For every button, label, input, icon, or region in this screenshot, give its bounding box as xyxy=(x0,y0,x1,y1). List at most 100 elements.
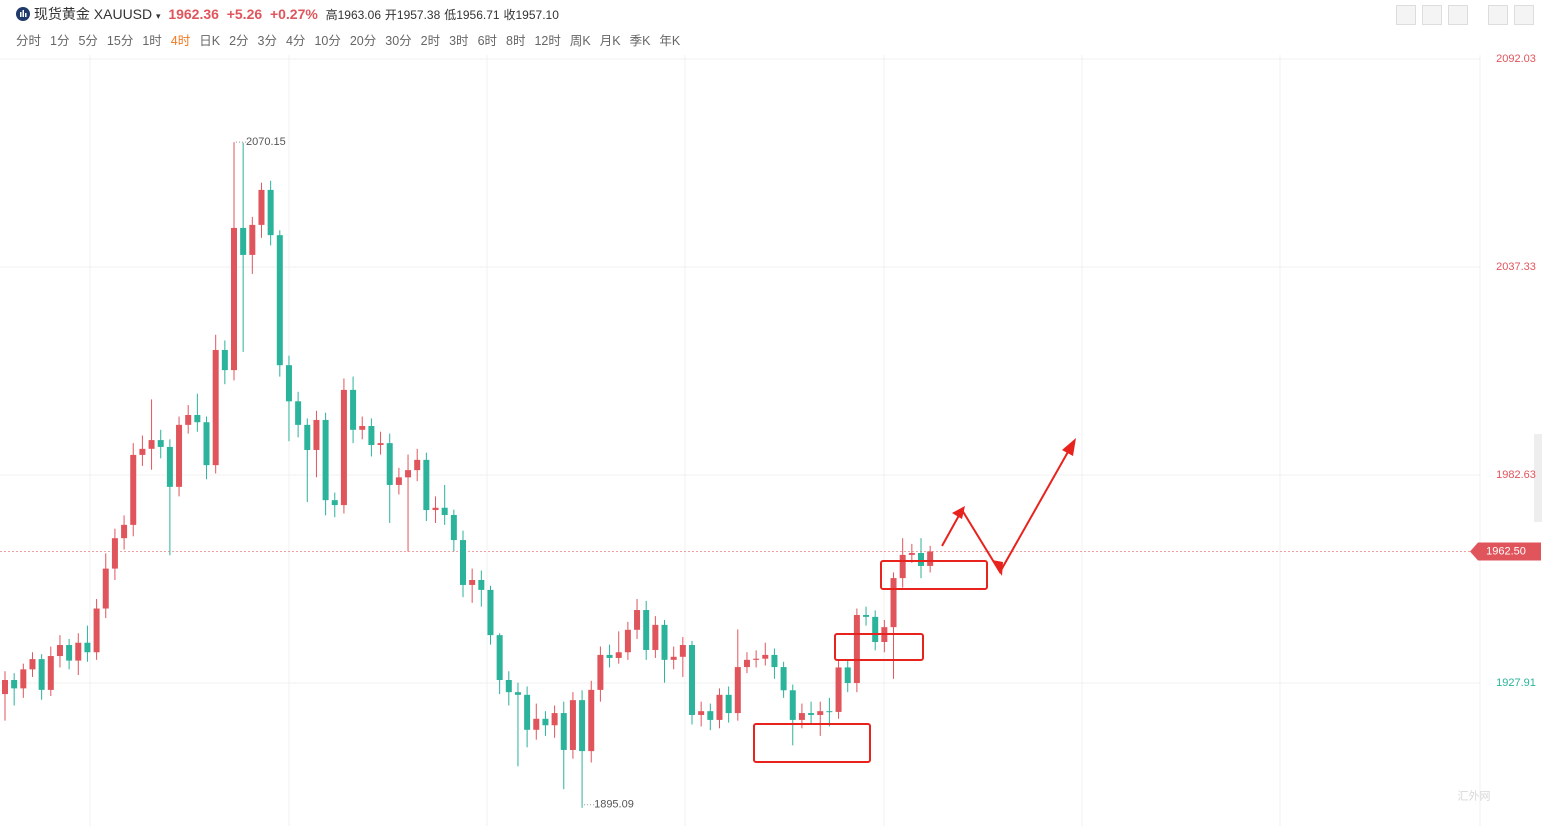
change-pct: +0.27% xyxy=(269,6,318,22)
candle-body xyxy=(652,624,659,650)
candle-body xyxy=(203,422,210,466)
candle-body xyxy=(615,652,622,658)
candle-body xyxy=(221,349,228,371)
candle-body xyxy=(743,659,750,668)
interval-tab[interactable]: 15分 xyxy=(106,34,134,48)
candle-body xyxy=(771,654,778,668)
candle-body xyxy=(185,414,192,425)
candle-body xyxy=(725,694,732,714)
candle-body xyxy=(808,713,815,715)
interval-tab[interactable]: 6时 xyxy=(477,34,498,48)
candle-body xyxy=(405,470,412,478)
interval-tab[interactable]: 分时 xyxy=(16,34,42,48)
candle-body xyxy=(267,189,274,236)
candle-body xyxy=(395,477,402,485)
candle-body xyxy=(588,689,595,752)
candle-body xyxy=(331,500,338,506)
candle-body xyxy=(414,459,421,471)
interval-tab[interactable]: 8时 xyxy=(506,34,526,48)
annotation-arrow xyxy=(941,442,1074,574)
candle-body xyxy=(762,654,769,659)
candle-body xyxy=(460,540,466,585)
vertical-grid xyxy=(89,55,1481,826)
candle-body xyxy=(606,654,613,658)
value: 1957.10 xyxy=(515,8,559,22)
quote-bar: 现货黄金 XAUUSD ▾ 1962.36 +5.26 +0.27% 高1963… xyxy=(16,4,559,24)
candle-body xyxy=(377,443,384,446)
candle-body xyxy=(121,524,128,539)
interval-tab[interactable]: 4分 xyxy=(285,34,306,48)
candle-body xyxy=(551,713,558,726)
interval-tab[interactable]: 3时 xyxy=(449,34,469,48)
candle-body xyxy=(11,679,18,689)
min-label: 1895.09 xyxy=(594,799,634,811)
annotation-box xyxy=(834,633,924,661)
candle-body xyxy=(166,446,173,487)
tool-button[interactable] xyxy=(1421,5,1442,25)
candle-body xyxy=(47,656,54,690)
interval-tab[interactable]: 3分 xyxy=(257,34,277,48)
candle-body xyxy=(350,389,357,430)
interval-tab[interactable]: 4时 xyxy=(170,34,191,48)
interval-tab[interactable]: 季K xyxy=(629,34,651,48)
interval-tab[interactable]: 月K xyxy=(599,34,621,48)
candle-body xyxy=(176,424,183,487)
candle-body xyxy=(111,538,118,569)
candle-body xyxy=(908,553,915,555)
candle-body xyxy=(844,667,851,684)
candle-body xyxy=(918,553,924,566)
annotation-box xyxy=(753,723,871,763)
price-tag-label: 1962.50 xyxy=(1486,545,1526,557)
tool-button[interactable] xyxy=(1488,5,1508,25)
candle-body xyxy=(643,610,650,650)
candle-body xyxy=(514,692,521,695)
candle-body xyxy=(340,389,347,506)
interval-tab[interactable]: 周K xyxy=(569,34,591,48)
scrollbar[interactable] xyxy=(1534,434,1542,522)
candle-body xyxy=(313,419,320,450)
interval-tab[interactable]: 10分 xyxy=(314,34,341,48)
interval-tab[interactable]: 年K xyxy=(659,34,681,48)
candle-body xyxy=(386,443,393,485)
interval-tab[interactable]: 日K xyxy=(199,34,221,48)
y-tick-label: 1927.91 xyxy=(1496,677,1536,689)
price: 1962.36 xyxy=(168,6,219,22)
candle-body xyxy=(322,419,329,501)
candle-body xyxy=(258,189,265,225)
candle-body xyxy=(359,426,366,430)
candle-body xyxy=(670,656,677,660)
candle-body xyxy=(157,440,164,447)
candle-body xyxy=(634,610,641,630)
tool-button[interactable] xyxy=(1514,5,1534,25)
interval-tab[interactable]: 1时 xyxy=(142,34,162,48)
candle-body xyxy=(93,608,100,653)
interval-tab[interactable]: 12时 xyxy=(534,34,561,48)
interval-tab[interactable]: 30分 xyxy=(385,34,412,48)
candle-body xyxy=(533,718,540,730)
header: 现货黄金 XAUUSD ▾ 1962.36 +5.26 +0.27% 高1963… xyxy=(0,0,1542,52)
interval-tab[interactable]: 2分 xyxy=(229,34,249,48)
candle-body xyxy=(826,711,833,713)
candle-body xyxy=(734,667,741,714)
interval-tabs: 分时 1分 5分 15分 1时 4时 日K 2分 3分 4分 10分 20分 30分 2时 3时 6时 8时 12… xyxy=(16,30,689,49)
toolbar xyxy=(1390,5,1534,30)
candle-body xyxy=(38,659,45,690)
candle-body xyxy=(817,711,824,715)
interval-tab[interactable]: 20分 xyxy=(349,34,377,48)
candle-body xyxy=(698,711,705,715)
arrow-head xyxy=(952,438,1076,576)
symbol[interactable]: 现货黄金 XAUUSD xyxy=(33,6,153,22)
value: 1956.71 xyxy=(456,8,500,22)
interval-tab[interactable]: 5分 xyxy=(78,34,98,48)
interval-tab[interactable]: 2时 xyxy=(420,34,441,48)
candle-body xyxy=(505,679,512,693)
candle-body xyxy=(560,713,567,750)
candle-body xyxy=(194,414,201,423)
value: 1963.06 xyxy=(337,8,381,22)
candle-body xyxy=(853,614,860,684)
tool-button[interactable] xyxy=(1447,5,1468,25)
tool-button[interactable] xyxy=(1395,5,1416,25)
interval-tab[interactable]: 1分 xyxy=(50,34,70,48)
candle-body xyxy=(579,700,586,752)
